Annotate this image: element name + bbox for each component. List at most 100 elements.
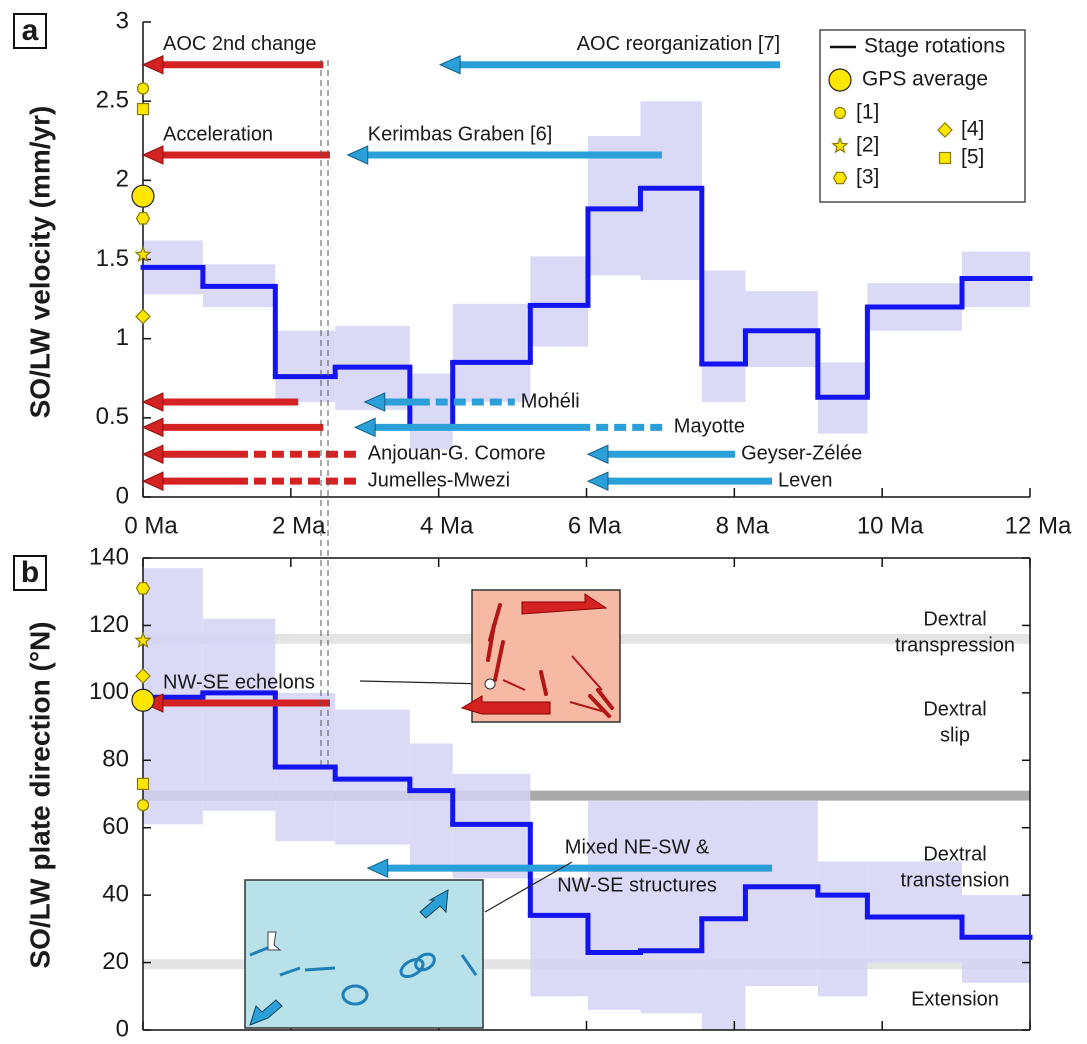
region-label: transpression — [895, 634, 1015, 656]
echelon — [588, 694, 611, 718]
marker — [134, 245, 152, 263]
legend-box — [819, 29, 1026, 203]
plot-layer: 0 0.5 1 1.5 2 2.5 3 0 Ma 2 Ma 4 Ma 6 Ma 8 Ma 10 Ma 12… — [89, 7, 1072, 1042]
legend-label: GPS average — [862, 68, 988, 91]
arrow-label: Kerimbas Graben [6] — [368, 123, 553, 145]
vector — [502, 679, 526, 691]
marker — [938, 151, 952, 165]
arrow-head — [141, 145, 164, 165]
y-tick-label: 100 — [89, 678, 129, 705]
arrow-label: Mayotte — [674, 416, 745, 438]
legend-label: [3] — [856, 166, 879, 189]
uncertainty-band — [202, 618, 276, 811]
uncertainty-band — [867, 861, 962, 963]
legend: Stage rotations [1] [5] GPS average [3] [2] [4… — [819, 29, 1026, 203]
x-tick-label: 0 Ma — [124, 512, 178, 539]
region-label: Dextral — [923, 843, 986, 865]
arrow-head — [438, 54, 461, 75]
legend-label: [4] — [961, 118, 984, 141]
y-tick-label: 40 — [102, 880, 129, 907]
arrow-label: NW-SE echelons — [163, 671, 315, 693]
uncertainty-band — [640, 800, 702, 1014]
arrow-label: Jumelles-Mwezi — [368, 469, 510, 491]
arrow-head — [141, 444, 164, 465]
arrow-head — [346, 145, 369, 165]
inset-blue — [244, 861, 573, 1029]
arrow-label: AOC reorganization [7] — [577, 33, 780, 55]
y-tick-label: 60 — [102, 813, 129, 840]
site — [484, 678, 496, 690]
uncertainty-band — [275, 330, 336, 402]
arrow-head — [141, 392, 164, 412]
shear-arrow — [460, 695, 551, 715]
marker — [135, 668, 151, 684]
uncertainty-band — [701, 800, 746, 1030]
vector — [571, 655, 603, 691]
x-tick-label: 4 Ma — [420, 512, 474, 539]
y-tick-label: 2.5 — [96, 87, 129, 114]
legend-label: [1] — [856, 101, 879, 124]
marker — [135, 308, 151, 325]
arrow-label: Geyser-Zélée — [741, 443, 862, 465]
arrow-label: Anjouan-G. Comore — [368, 443, 546, 465]
echelon — [596, 688, 614, 710]
extension-arrow — [249, 999, 283, 1026]
structure — [460, 954, 478, 976]
structure — [279, 966, 301, 977]
y-axis-label: SO/LW plate direction (°N) — [24, 621, 55, 968]
marker — [136, 777, 150, 790]
gps-marker — [828, 68, 852, 92]
region-label: Extension — [911, 988, 999, 1010]
structure — [304, 966, 336, 972]
legend-label: [2] — [856, 134, 879, 157]
arrow-head — [141, 471, 164, 491]
y-tick-label: 1 — [116, 324, 129, 351]
arrow-head — [353, 417, 376, 438]
gps-marker — [131, 688, 155, 712]
caldera — [399, 957, 425, 979]
y-tick-label: 0 — [116, 1015, 129, 1042]
y-tick-label: 140 — [89, 543, 129, 570]
x-tick-label: 10 Ma — [857, 512, 924, 539]
arrow-label: NW-SE structures — [557, 874, 717, 896]
marker — [831, 136, 849, 154]
uncertainty-band — [745, 800, 818, 987]
y-tick-label: 0.5 — [96, 403, 129, 430]
vector — [569, 701, 606, 713]
region-label: transtension — [901, 869, 1010, 891]
region-label: Dextral — [923, 698, 986, 720]
panel-letter: b — [21, 556, 39, 589]
x-tick-label: 2 Ma — [272, 512, 326, 539]
y-tick-label: 20 — [102, 948, 129, 975]
arrow-label: Mixed NE-SW & — [565, 836, 710, 858]
arrow-head — [141, 417, 164, 438]
arrow-head — [586, 471, 609, 491]
marker — [134, 631, 152, 649]
x-tick-label: 8 Ma — [716, 512, 770, 539]
arrow-label: Acceleration — [163, 123, 273, 145]
region-label: Dextral — [923, 608, 986, 630]
x-tick-label: 6 Ma — [568, 512, 622, 539]
legend-label: Stage rotations — [864, 35, 1005, 58]
marker — [136, 82, 150, 95]
y-tick-label: 3 — [116, 7, 129, 34]
arrow-head — [363, 392, 386, 412]
arrow-head — [586, 444, 609, 465]
marker — [135, 212, 151, 225]
arrow-label: AOC 2nd change — [163, 33, 316, 55]
arrow-head — [366, 858, 389, 878]
arrow-label: Mohéli — [521, 390, 580, 412]
uncertainty-band — [409, 373, 453, 450]
y-tick-label: 1.5 — [96, 245, 129, 272]
uncertainty-band — [452, 303, 531, 402]
extension-arrow — [419, 889, 449, 919]
uncertainty-band — [530, 256, 588, 347]
region-label: slip — [940, 724, 970, 746]
uncertainty-band — [409, 743, 453, 869]
marker — [136, 102, 150, 116]
x-tick-label: 12 Ma — [1005, 512, 1072, 539]
y-axis-label: SO/LW velocity (mm/yr) — [24, 106, 55, 419]
marker — [833, 106, 847, 120]
arrow-label: Leven — [778, 469, 833, 491]
